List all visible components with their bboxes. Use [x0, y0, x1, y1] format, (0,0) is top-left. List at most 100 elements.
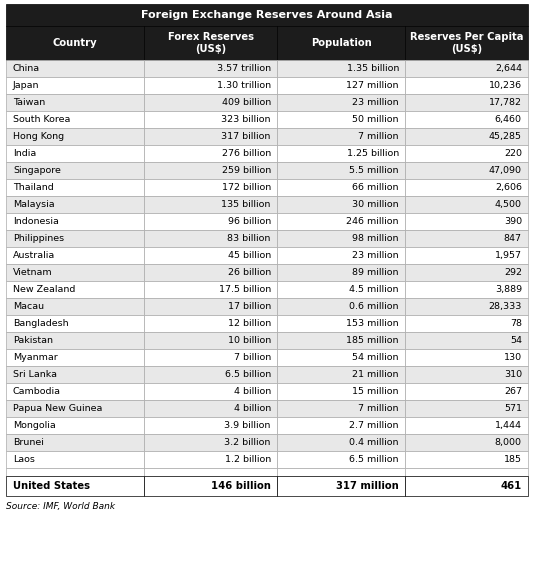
Text: 5.5 million: 5.5 million: [349, 166, 399, 175]
Text: 26 billion: 26 billion: [227, 268, 271, 277]
Text: Macau: Macau: [13, 302, 44, 311]
Text: 310: 310: [504, 370, 522, 379]
Text: 317 million: 317 million: [336, 481, 399, 491]
Text: Hong Kong: Hong Kong: [13, 132, 64, 141]
Text: Reserves Per Capita
(US$): Reserves Per Capita (US$): [410, 32, 523, 54]
Text: 6.5 billion: 6.5 billion: [224, 370, 271, 379]
Text: Taiwan: Taiwan: [13, 98, 45, 107]
Text: Singapore: Singapore: [13, 166, 61, 175]
Text: 17,782: 17,782: [489, 98, 522, 107]
Text: 15 million: 15 million: [352, 387, 399, 396]
Text: 17 billion: 17 billion: [227, 302, 271, 311]
Text: 292: 292: [504, 268, 522, 277]
Text: 7 million: 7 million: [358, 132, 399, 141]
Text: 30 million: 30 million: [352, 200, 399, 209]
Text: 66 million: 66 million: [352, 183, 399, 192]
Text: Bangladesh: Bangladesh: [13, 319, 68, 328]
Text: Country: Country: [53, 38, 98, 48]
Text: 3.9 billion: 3.9 billion: [224, 421, 271, 430]
Text: 0.4 million: 0.4 million: [349, 438, 399, 447]
Text: 50 million: 50 million: [352, 115, 399, 124]
Text: 45 billion: 45 billion: [227, 251, 271, 260]
Text: 267: 267: [504, 387, 522, 396]
Text: Malaysia: Malaysia: [13, 200, 54, 209]
Text: 461: 461: [500, 481, 522, 491]
Text: Myanmar: Myanmar: [13, 353, 58, 362]
Text: 390: 390: [504, 217, 522, 226]
Text: 6,460: 6,460: [495, 115, 522, 124]
Text: 130: 130: [504, 353, 522, 362]
Text: 4.5 million: 4.5 million: [349, 285, 399, 294]
Text: Foreign Exchange Reserves Around Asia: Foreign Exchange Reserves Around Asia: [142, 10, 392, 20]
Text: 1.2 billion: 1.2 billion: [224, 455, 271, 464]
Text: 28,333: 28,333: [489, 302, 522, 311]
Text: 23 million: 23 million: [352, 98, 399, 107]
Text: 259 billion: 259 billion: [222, 166, 271, 175]
Text: Pakistan: Pakistan: [13, 336, 53, 345]
Text: India: India: [13, 149, 36, 158]
Text: Cambodia: Cambodia: [13, 387, 61, 396]
Text: 1.25 billion: 1.25 billion: [347, 149, 399, 158]
Text: 2,644: 2,644: [495, 64, 522, 73]
Text: Vietnam: Vietnam: [13, 268, 52, 277]
Text: China: China: [13, 64, 40, 73]
Text: 10,236: 10,236: [489, 81, 522, 90]
Text: 7 million: 7 million: [358, 404, 399, 413]
Text: 3,889: 3,889: [494, 285, 522, 294]
Text: New Zealand: New Zealand: [13, 285, 75, 294]
Text: 8,000: 8,000: [495, 438, 522, 447]
Text: 1,444: 1,444: [495, 421, 522, 430]
Text: 135 billion: 135 billion: [222, 200, 271, 209]
Text: 2,606: 2,606: [495, 183, 522, 192]
Text: 847: 847: [504, 234, 522, 243]
Text: 185 million: 185 million: [347, 336, 399, 345]
Text: 276 billion: 276 billion: [222, 149, 271, 158]
Text: 146 billion: 146 billion: [211, 481, 271, 491]
Text: 3.2 billion: 3.2 billion: [224, 438, 271, 447]
Text: 54: 54: [510, 336, 522, 345]
Text: 47,090: 47,090: [489, 166, 522, 175]
Text: 571: 571: [504, 404, 522, 413]
Text: Philippines: Philippines: [13, 234, 64, 243]
Text: South Korea: South Korea: [13, 115, 70, 124]
Text: 185: 185: [504, 455, 522, 464]
Text: 1.30 trillion: 1.30 trillion: [217, 81, 271, 90]
Text: 1,957: 1,957: [495, 251, 522, 260]
Text: Forex Reserves
(US$): Forex Reserves (US$): [168, 32, 254, 54]
Text: 127 million: 127 million: [347, 81, 399, 90]
Text: 45,285: 45,285: [489, 132, 522, 141]
Text: 409 billion: 409 billion: [222, 98, 271, 107]
Text: 98 million: 98 million: [352, 234, 399, 243]
Text: 1.35 billion: 1.35 billion: [347, 64, 399, 73]
Text: 96 billion: 96 billion: [227, 217, 271, 226]
Text: Sri Lanka: Sri Lanka: [13, 370, 57, 379]
Text: 246 million: 246 million: [347, 217, 399, 226]
Text: 54 million: 54 million: [352, 353, 399, 362]
Text: 4 billion: 4 billion: [233, 404, 271, 413]
Text: 78: 78: [510, 319, 522, 328]
Text: Brunei: Brunei: [13, 438, 44, 447]
Text: 317 billion: 317 billion: [222, 132, 271, 141]
Text: 323 billion: 323 billion: [221, 115, 271, 124]
Text: 4 billion: 4 billion: [233, 387, 271, 396]
Text: 2.7 million: 2.7 million: [349, 421, 399, 430]
Text: 220: 220: [504, 149, 522, 158]
Text: 4,500: 4,500: [495, 200, 522, 209]
Text: 10 billion: 10 billion: [227, 336, 271, 345]
Text: 0.6 million: 0.6 million: [349, 302, 399, 311]
Text: 7 billion: 7 billion: [233, 353, 271, 362]
Text: 23 million: 23 million: [352, 251, 399, 260]
Text: 83 billion: 83 billion: [227, 234, 271, 243]
Text: United States: United States: [13, 481, 90, 491]
Text: Thailand: Thailand: [13, 183, 53, 192]
Text: Papua New Guinea: Papua New Guinea: [13, 404, 103, 413]
Text: Population: Population: [311, 38, 372, 48]
Text: Mongolia: Mongolia: [13, 421, 56, 430]
Text: 21 million: 21 million: [352, 370, 399, 379]
Text: 89 million: 89 million: [352, 268, 399, 277]
Text: 172 billion: 172 billion: [222, 183, 271, 192]
Text: 153 million: 153 million: [347, 319, 399, 328]
Text: Source: IMF, World Bank: Source: IMF, World Bank: [6, 501, 115, 510]
Text: 3.57 trillion: 3.57 trillion: [217, 64, 271, 73]
Text: 12 billion: 12 billion: [227, 319, 271, 328]
